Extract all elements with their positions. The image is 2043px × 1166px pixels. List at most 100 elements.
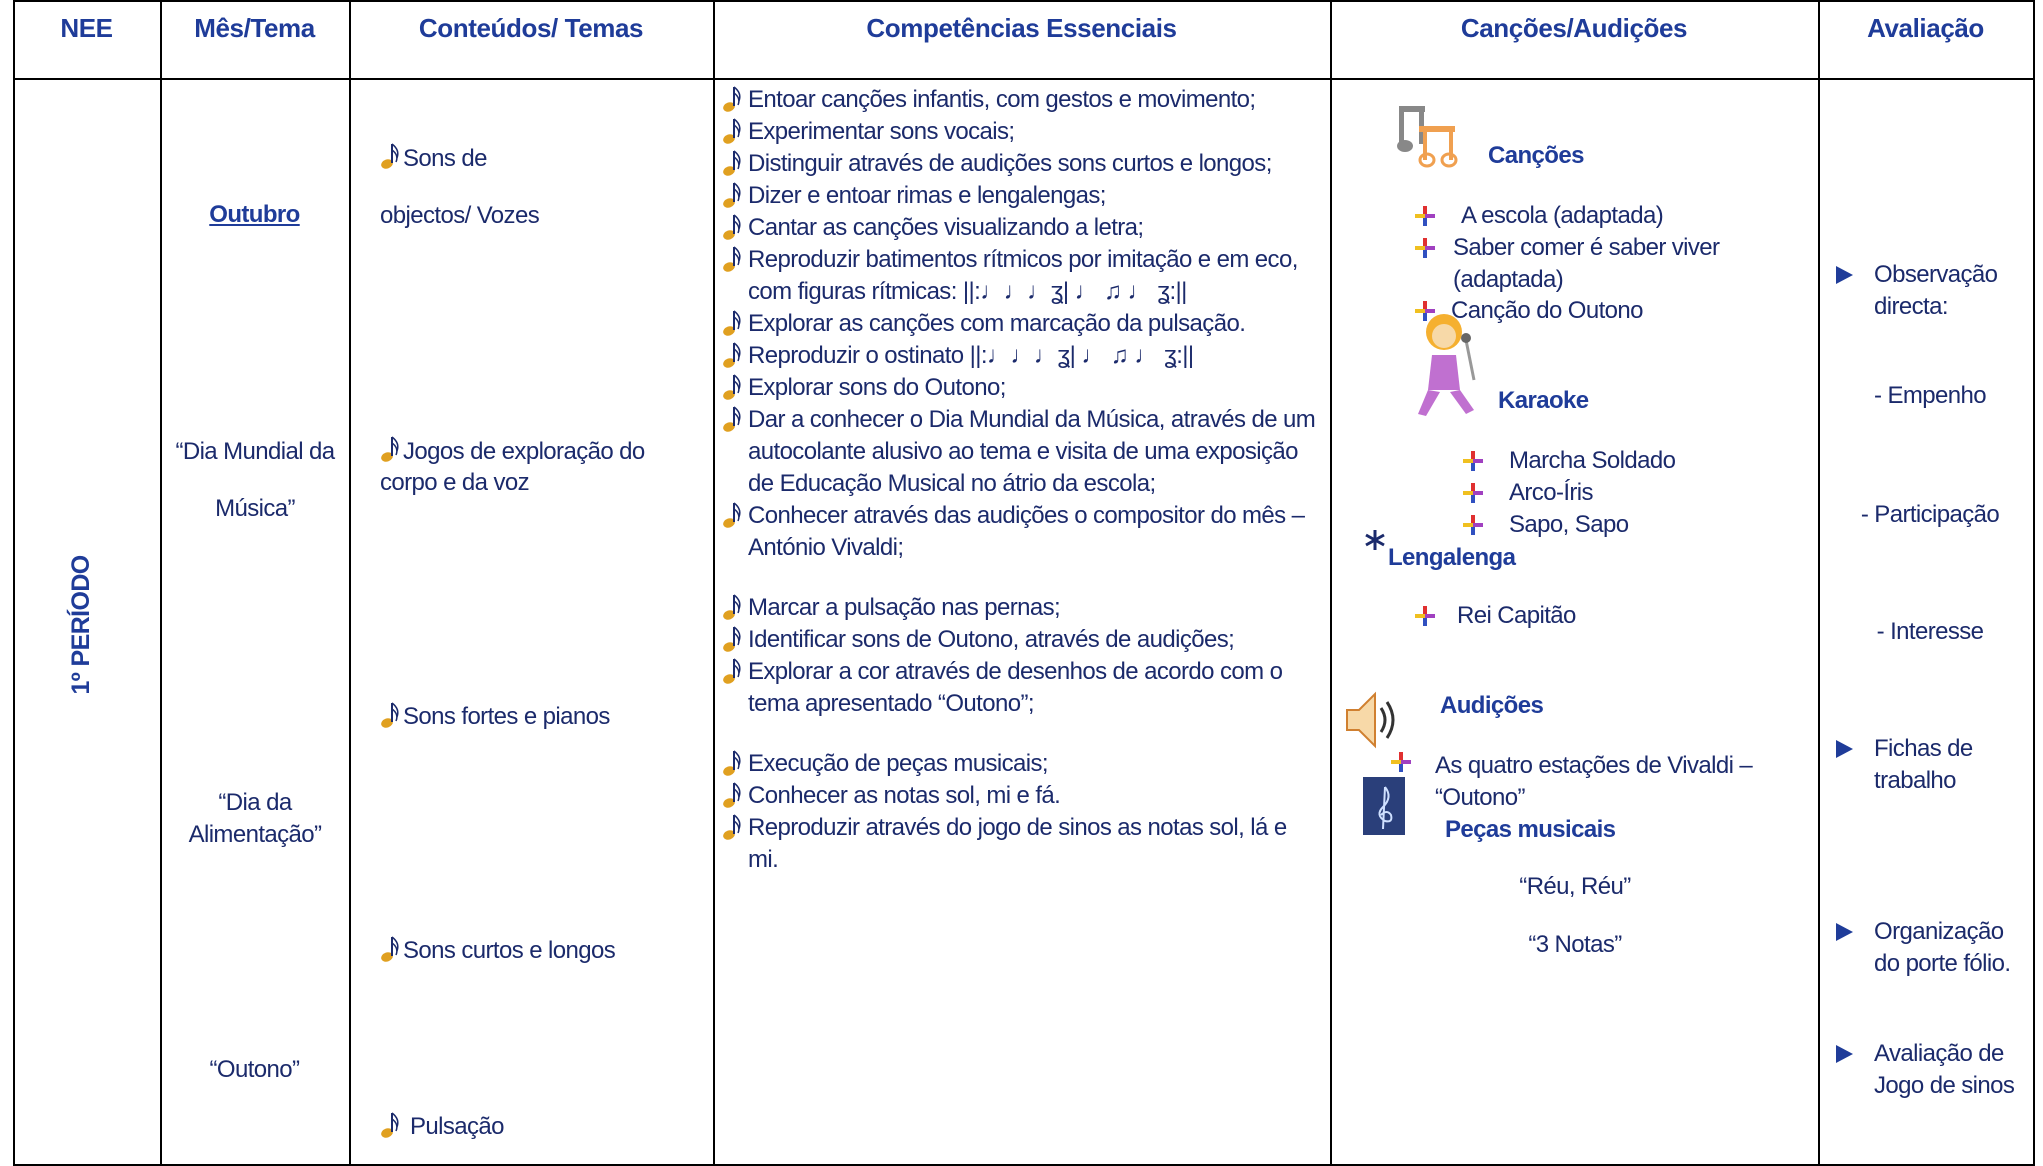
competency-item: Conhecer as notas sol, mi e fá. — [722, 780, 1322, 812]
karaoke-icon — [1418, 314, 1476, 416]
note-bullet — [381, 936, 399, 962]
theme: “Dia da Alimentação” — [188, 789, 322, 848]
note-bullet — [723, 214, 741, 240]
content-item: Sons fortes e pianos — [403, 703, 610, 730]
note-bullet — [723, 246, 741, 272]
song-item: Sapo, Sapo — [1509, 511, 1629, 538]
plus-bullet — [1391, 752, 1411, 772]
competency-item: Identificar sons de Outono, através de a… — [722, 624, 1322, 656]
competency-text: Distinguir através de audições sons curt… — [748, 150, 1272, 177]
competency-item: Dar a conhecer o Dia Mundial da Música, … — [722, 404, 1322, 500]
competencies-list: Entoar canções infantis, com gestos e mo… — [722, 84, 1322, 904]
column-header: Mês/Tema — [194, 13, 315, 43]
note-bullet — [723, 502, 741, 528]
evaluation-item: Observação directa: — [1874, 261, 1998, 320]
song-item: Saber comer é saber viver (adaptada) — [1453, 234, 1720, 293]
note-bullet — [381, 143, 399, 169]
note-bullet — [381, 436, 399, 462]
competency-text: Conhecer as notas sol, mi e fá. — [748, 782, 1061, 809]
section-title: Canções — [1488, 142, 1584, 169]
triangle-bullet — [1836, 923, 1853, 941]
note-bullet — [381, 702, 399, 728]
competency-item: Explorar sons do Outono; — [722, 372, 1322, 404]
triangle-bullet — [1836, 266, 1853, 284]
competency-item: Dizer e entoar rimas e lengalengas; — [722, 180, 1322, 212]
competency-text: Marcar a pulsação nas pernas; — [748, 594, 1061, 621]
evaluation-item: Organização do porte fólio. — [1874, 918, 2011, 977]
evaluation-item: Avaliação de Jogo de sinos — [1874, 1040, 2015, 1099]
competency-text: Experimentar sons vocais; — [748, 118, 1015, 145]
table-border — [13, 0, 15, 1166]
note-bullet — [723, 182, 741, 208]
section-title: Lengalenga — [1388, 544, 1516, 571]
table-border — [160, 0, 162, 1166]
column-header: NEE — [60, 13, 113, 43]
competency-item: Marcar a pulsação nas pernas; — [722, 592, 1322, 624]
competency-item: Cantar as canções visualizando a letra; — [722, 212, 1322, 244]
song-item: A escola (adaptada) — [1461, 202, 1664, 229]
note-bullet — [723, 118, 741, 144]
song-item: Marcha Soldado — [1509, 447, 1676, 474]
competency-item: Experimentar sons vocais; — [722, 116, 1322, 148]
piece-item: “Réu, Réu” — [1519, 873, 1631, 900]
evaluation-criterion: - Interesse — [1876, 618, 1984, 645]
section-title: Audições — [1440, 692, 1544, 719]
content-item: Pulsação — [410, 1113, 505, 1140]
competency-item: Execução de peças musicais; — [722, 748, 1322, 780]
note-bullet — [723, 150, 741, 176]
plus-bullet — [1415, 301, 1435, 321]
asterisk-icon — [1365, 530, 1385, 550]
competency-group: Marcar a pulsação nas pernas; Identificar… — [722, 592, 1322, 720]
note-bullet — [723, 814, 741, 840]
content-item: Jogos de exploração do corpo e da voz — [380, 437, 645, 496]
song-item: Canção do Outono — [1451, 297, 1643, 324]
note-bullet — [381, 1112, 399, 1138]
note-bullet — [723, 86, 741, 112]
table-border — [2033, 0, 2035, 1166]
plus-bullet — [1415, 238, 1435, 258]
music-notes-icon — [1397, 106, 1458, 168]
note-bullet — [723, 310, 741, 336]
competency-text: Explorar as canções com marcação da puls… — [748, 310, 1246, 337]
triangle-bullet — [1836, 1045, 1853, 1063]
plus-bullet — [1415, 606, 1435, 626]
competency-text: Execução de peças musicais; — [748, 750, 1049, 777]
competency-item: Reproduzir batimentos rítmicos por imita… — [722, 244, 1322, 308]
evaluation-item: Fichas de trabalho — [1874, 735, 1973, 794]
note-bullet — [723, 782, 741, 808]
plus-bullet — [1463, 483, 1483, 503]
speaker-icon — [1346, 691, 1395, 749]
note-bullet — [723, 406, 741, 432]
competency-item: Distinguir através de audições sons curt… — [722, 148, 1322, 180]
audition-item: As quatro estações de Vivaldi – “Outono” — [1435, 752, 1753, 811]
competency-text: Entoar canções infantis, com gestos e mo… — [748, 86, 1256, 113]
content-item: Sons de objectos/ Vozes — [380, 144, 540, 229]
column-header: Avaliação — [1867, 13, 1984, 43]
note-bullet — [723, 374, 741, 400]
theme: “Outono” — [209, 1056, 301, 1083]
plus-bullet — [1415, 206, 1435, 226]
competency-text: Identificar sons de Outono, através de a… — [748, 626, 1235, 653]
competency-text: Cantar as canções visualizando a letra; — [748, 214, 1144, 241]
table-border — [13, 1164, 2035, 1166]
table-border — [713, 0, 715, 1166]
column-header: Conteúdos/ Temas — [418, 13, 644, 43]
triangle-bullet — [1836, 740, 1853, 758]
competency-text: Reproduzir o ostinato ||:♩♩♩ʓ| ♩ ♫ ♩ ʓ:|… — [748, 342, 1194, 369]
clef-image — [1363, 777, 1405, 835]
theme: “Dia Mundial da Música” — [175, 437, 335, 522]
note-bullet — [723, 658, 741, 684]
competency-text: Explorar sons do Outono; — [748, 374, 1006, 401]
table-border — [13, 78, 2035, 80]
table-border — [349, 0, 351, 1166]
competency-item: Conhecer através das audições o composit… — [722, 500, 1322, 564]
song-item: Arco-Íris — [1509, 479, 1594, 506]
plus-bullet — [1463, 451, 1483, 471]
evaluation-criterion: - Participação — [1860, 501, 2000, 528]
competency-group: Entoar canções infantis, com gestos e mo… — [722, 84, 1322, 564]
competency-text: Reproduzir batimentos rítmicos por imita… — [748, 246, 1298, 305]
competency-item: Entoar canções infantis, com gestos e mo… — [722, 84, 1322, 116]
table-border — [1330, 0, 1332, 1166]
column-header: Competências Essenciais — [866, 13, 1177, 43]
